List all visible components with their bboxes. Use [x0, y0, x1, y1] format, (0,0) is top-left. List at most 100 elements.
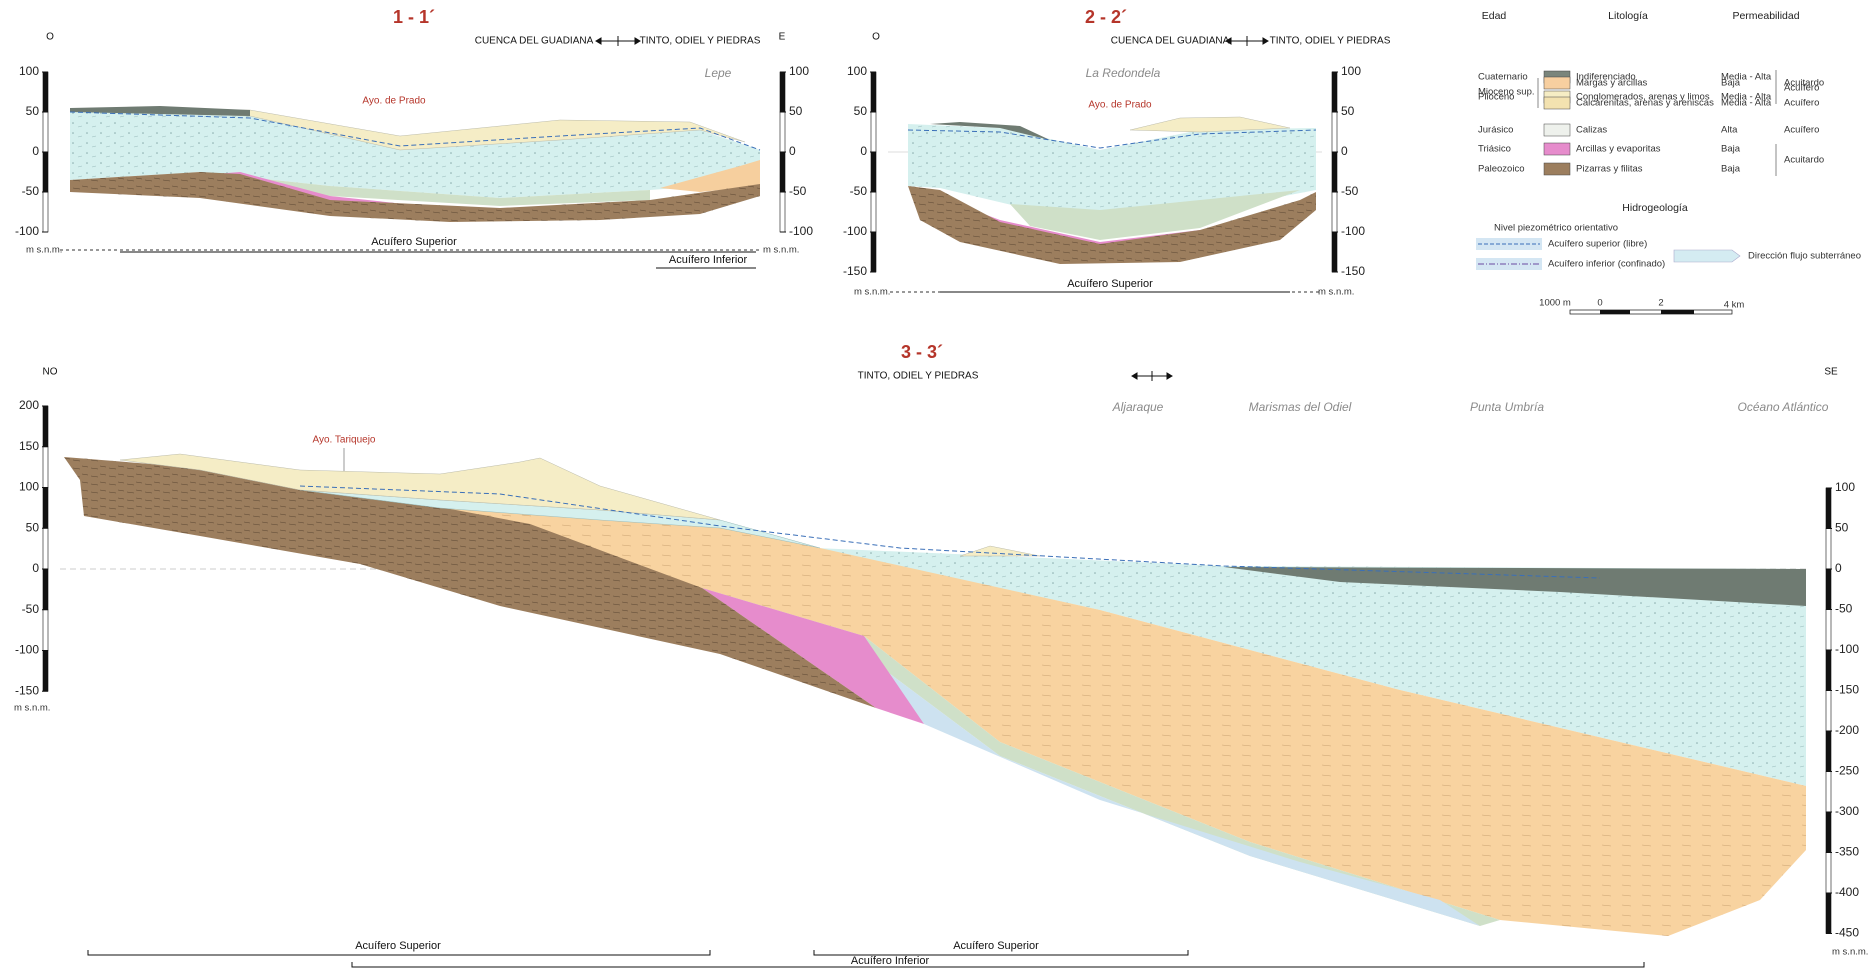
tick-label: 200: [19, 398, 39, 412]
tick-label: -50: [850, 184, 868, 198]
age: Jurásico: [1478, 125, 1513, 136]
tick-label: -100: [843, 224, 867, 238]
aquifer-label: Acuífero Superior: [953, 940, 1039, 952]
west-label: O: [46, 32, 54, 43]
direction-arrow: [596, 36, 640, 46]
direction-arrow: [1226, 36, 1268, 46]
axis-segment: [43, 488, 48, 529]
age: Paleozoico: [1478, 164, 1524, 175]
scale-label: 4 km: [1724, 300, 1745, 311]
tick-label: -100: [1341, 224, 1365, 238]
tick-label: -150: [15, 683, 39, 697]
scale-label: 0: [1597, 298, 1602, 309]
from-basin: CUENCA DEL GUADIANA: [1111, 36, 1230, 47]
axis-segment: [871, 192, 876, 232]
tick-label: 50: [789, 104, 803, 118]
tick-label: -50: [22, 184, 40, 198]
axis-segment: [871, 72, 876, 112]
section-1: 1 - 1´ O E CUENCA DEL GUADIANA TINTO, OD…: [26, 7, 799, 268]
section-2: 2 - 2´ O CUENCA DEL GUADIANA TINTO, ODIE…: [854, 7, 1391, 298]
axis-segment: [1332, 152, 1337, 192]
swatch: [1544, 124, 1570, 136]
flow-arrow: [1674, 250, 1740, 262]
permeability: Baja: [1721, 144, 1741, 155]
tick-label: -100: [15, 643, 39, 657]
axis-segment: [871, 112, 876, 152]
tick-label: 100: [1341, 64, 1361, 78]
lithology: Pizarras y filitas: [1576, 164, 1643, 175]
axis-segment: [43, 528, 48, 569]
from-basin: CUENCA DEL GUADIANA: [475, 36, 594, 47]
stream: Ayo. Tariquejo: [312, 435, 375, 446]
section-title: 3 - 3´: [901, 342, 943, 362]
aquifer-label: Acuífero Superior: [355, 940, 441, 952]
cross-sections: 1 - 1´ O E CUENCA DEL GUADIANA TINTO, OD…: [0, 0, 1872, 969]
tick-label: 50: [1341, 104, 1355, 118]
place: Lepe: [705, 66, 732, 80]
section-title: 2 - 2´: [1085, 7, 1127, 27]
tick-label: 100: [19, 64, 39, 78]
axis-segment: [1826, 893, 1831, 934]
age: Triásico: [1478, 144, 1511, 155]
swatch: [1544, 97, 1570, 109]
lithology: Calcarenitas, arenas y areniscas: [1576, 98, 1714, 109]
axis-segment: [1826, 488, 1831, 529]
place: Punta Umbría: [1470, 400, 1544, 414]
tick-label: 100: [1835, 480, 1855, 494]
tick-label: 100: [847, 64, 867, 78]
tick-label: 50: [26, 520, 40, 534]
axis-segment: [780, 72, 785, 112]
tick-label: -100: [15, 224, 39, 238]
geology: [64, 454, 1806, 936]
west-label: NO: [43, 367, 58, 378]
axis-segment: [43, 610, 48, 651]
datum-label: m s.n.m.: [14, 703, 50, 714]
tick-label: -50: [22, 602, 40, 616]
scale-label: 1000 m: [1539, 298, 1571, 309]
to-basin: TINTO, ODIEL Y PIEDRAS: [640, 36, 761, 47]
legend-header: Edad: [1482, 10, 1507, 22]
tick-label: 0: [1835, 561, 1842, 575]
age: Cuaternario: [1478, 72, 1528, 83]
swatch: [1544, 163, 1570, 175]
datum-label: m s.n.m.: [1832, 947, 1868, 958]
geology: [70, 106, 760, 222]
scale-bar: [1570, 310, 1732, 314]
tick-label: 0: [1341, 144, 1348, 158]
aquifer-label: Acuífero Superior: [371, 236, 457, 248]
tick-label: 50: [854, 104, 868, 118]
aquifer-extent: [352, 962, 1644, 967]
axis-segment: [43, 569, 48, 610]
tick-label: 100: [19, 480, 39, 494]
place: Marismas del Odiel: [1249, 400, 1352, 414]
east-label: SE: [1824, 367, 1838, 378]
hydro-title: Hidrogeología: [1622, 202, 1688, 214]
swatch: [1544, 77, 1570, 89]
tick-label: 0: [32, 144, 39, 158]
permeability: Baja: [1721, 78, 1741, 89]
datum-label: m s.n.m.: [1318, 287, 1354, 298]
axis-segment: [871, 152, 876, 192]
lithology: Calizas: [1576, 125, 1607, 136]
lithology: Arcillas y evaporitas: [1576, 144, 1661, 155]
axis-segment: [1826, 529, 1831, 570]
age: Mioceno sup.: [1478, 87, 1535, 98]
place: Aljaraque: [1112, 400, 1164, 414]
tick-label: 100: [789, 64, 809, 78]
axis-segment: [780, 112, 785, 152]
tick-label: -150: [1341, 264, 1365, 278]
tick-label: 50: [1835, 521, 1849, 535]
axis-segment: [43, 72, 48, 112]
tick-label: -350: [1835, 845, 1859, 859]
tick-label: -50: [1341, 184, 1359, 198]
place: Océano Atlántico: [1738, 400, 1829, 414]
behaviour: Acuitardo: [1784, 78, 1824, 89]
axis-segment: [871, 232, 876, 272]
tick-label: -200: [1835, 723, 1859, 737]
lithology: Margas y arcillas: [1576, 78, 1648, 89]
axis-segment: [1826, 731, 1831, 772]
tick-label: -450: [1835, 926, 1859, 940]
permeability: Baja: [1721, 164, 1741, 175]
tick-label: -50: [1835, 602, 1853, 616]
piezo-item: Acuífero inferior (confinado): [1548, 259, 1665, 270]
